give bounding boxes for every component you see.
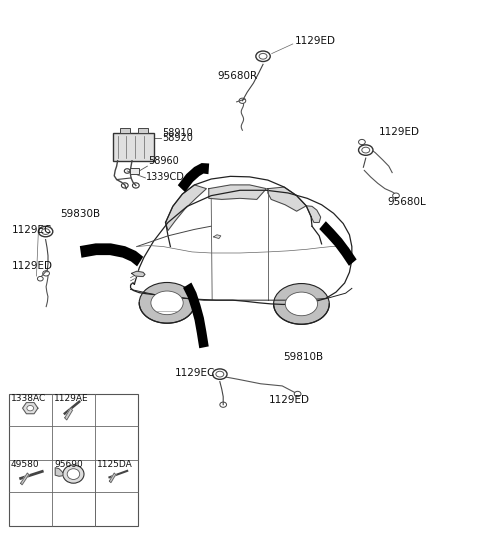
Polygon shape	[319, 221, 357, 266]
Ellipse shape	[151, 291, 183, 315]
Ellipse shape	[274, 284, 329, 324]
Ellipse shape	[38, 226, 53, 237]
Ellipse shape	[42, 229, 49, 234]
Text: 95680L: 95680L	[388, 197, 427, 207]
Text: 1338AC: 1338AC	[11, 394, 46, 403]
Ellipse shape	[220, 402, 227, 407]
Ellipse shape	[294, 391, 301, 397]
Ellipse shape	[359, 139, 365, 145]
Ellipse shape	[139, 282, 195, 323]
Ellipse shape	[259, 54, 267, 59]
Text: 58960: 58960	[148, 156, 179, 166]
Bar	[9, 394, 138, 526]
Text: 59830B: 59830B	[60, 209, 100, 219]
Bar	[120, 128, 130, 133]
Ellipse shape	[216, 371, 224, 377]
Bar	[138, 128, 148, 133]
Polygon shape	[178, 163, 209, 192]
Text: 95690: 95690	[54, 460, 83, 469]
Bar	[113, 133, 154, 161]
Text: 1129ED: 1129ED	[269, 395, 310, 405]
Text: 1129AE: 1129AE	[54, 394, 89, 403]
Polygon shape	[209, 185, 266, 199]
Ellipse shape	[285, 292, 318, 316]
Polygon shape	[65, 408, 72, 420]
Ellipse shape	[37, 277, 43, 281]
Text: 58910: 58910	[162, 128, 192, 138]
Text: 95680R: 95680R	[217, 71, 257, 81]
Polygon shape	[166, 185, 206, 230]
Ellipse shape	[121, 183, 128, 188]
Ellipse shape	[124, 169, 130, 173]
Polygon shape	[306, 206, 321, 222]
Ellipse shape	[132, 183, 139, 188]
Polygon shape	[55, 467, 63, 476]
Polygon shape	[80, 243, 143, 266]
Polygon shape	[131, 190, 352, 304]
Ellipse shape	[359, 145, 373, 155]
Ellipse shape	[213, 369, 227, 379]
Ellipse shape	[256, 51, 270, 62]
Polygon shape	[183, 282, 209, 348]
Polygon shape	[214, 235, 221, 239]
Text: 58920: 58920	[162, 133, 192, 143]
Ellipse shape	[393, 193, 399, 198]
Polygon shape	[132, 271, 145, 277]
Text: 1129ED: 1129ED	[295, 36, 336, 46]
Text: 49580: 49580	[11, 460, 40, 469]
Ellipse shape	[27, 405, 34, 411]
Ellipse shape	[67, 468, 80, 479]
Ellipse shape	[63, 465, 84, 483]
Polygon shape	[23, 403, 38, 414]
Polygon shape	[109, 473, 116, 482]
Text: 1129ED: 1129ED	[379, 127, 420, 137]
Ellipse shape	[239, 98, 246, 103]
Bar	[130, 168, 139, 174]
Text: 1129EC: 1129EC	[12, 225, 52, 235]
Text: 1129ED: 1129ED	[12, 261, 53, 271]
Ellipse shape	[43, 271, 49, 276]
Ellipse shape	[362, 147, 370, 153]
Polygon shape	[21, 473, 29, 485]
Text: 1129EC: 1129EC	[175, 368, 216, 378]
Text: 1339CD: 1339CD	[146, 172, 185, 182]
Text: 1125DA: 1125DA	[97, 460, 133, 469]
Text: 59810B: 59810B	[283, 352, 324, 362]
Polygon shape	[268, 187, 306, 211]
